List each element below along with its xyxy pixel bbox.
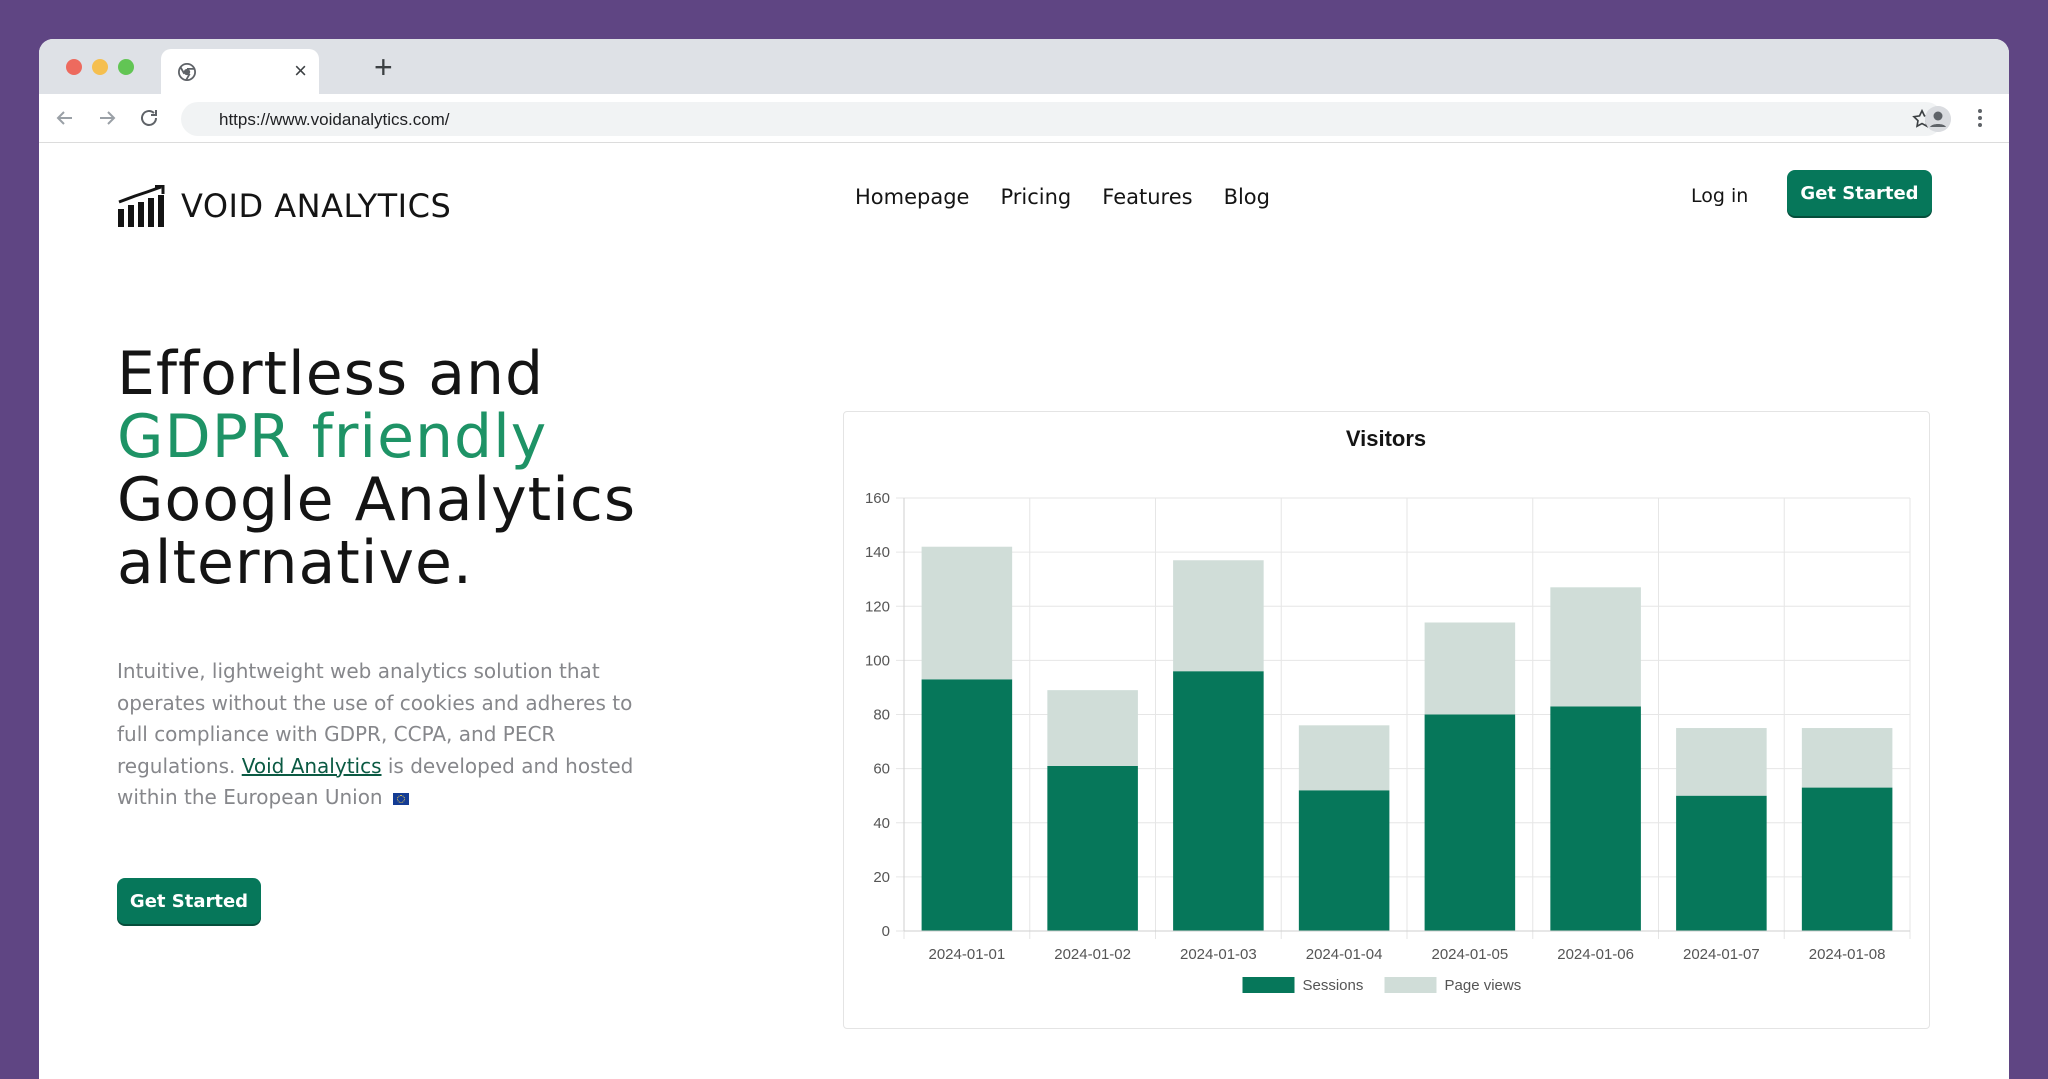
nav-pricing[interactable]: Pricing <box>1000 185 1072 209</box>
nav-homepage[interactable]: Homepage <box>855 185 970 209</box>
header-get-started-button[interactable]: Get Started <box>1787 170 1932 216</box>
legend-swatch-page-views[interactable] <box>1384 977 1437 993</box>
url-text[interactable]: https://www.voidanalytics.com/ <box>219 110 450 129</box>
y-tick-label: 20 <box>873 869 890 886</box>
y-tick-label: 60 <box>873 761 890 778</box>
x-tick-label: 2024-01-06 <box>1557 946 1634 963</box>
more-menu-icon[interactable] <box>1977 107 1983 129</box>
x-tick-label: 2024-01-02 <box>1054 946 1131 963</box>
void-analytics-link[interactable]: Void Analytics <box>241 753 382 778</box>
bar-page-views-2024-01-04[interactable] <box>1298 725 1390 791</box>
close-tab-icon[interactable]: × <box>294 58 307 83</box>
new-tab-button[interactable]: + <box>374 49 393 85</box>
bar-page-views-2024-01-02[interactable] <box>1047 690 1138 766</box>
bar-page-views-2024-01-08[interactable] <box>1801 728 1893 788</box>
back-icon[interactable] <box>53 106 77 130</box>
browser-window: × + https://www.voidanalytics.com/ <box>39 39 2009 1079</box>
bar-page-views-2024-01-03[interactable] <box>1173 560 1264 672</box>
description-text-2: is developed and hosted within the Europ… <box>117 753 634 810</box>
bar-sessions-2024-01-02[interactable] <box>1047 765 1138 931</box>
login-link[interactable]: Log in <box>1691 185 1749 207</box>
y-tick-label: 160 <box>865 490 890 507</box>
y-tick-label: 40 <box>873 815 890 832</box>
browser-toolbar: https://www.voidanalytics.com/ <box>39 94 2009 143</box>
brand-name: VOID ANALYTICS <box>181 187 452 225</box>
nav-features[interactable]: Features <box>1102 185 1193 209</box>
headline-line-1: Effortless and <box>117 339 545 409</box>
y-tick-label: 80 <box>873 707 890 724</box>
bar-sessions-2024-01-05[interactable] <box>1424 714 1516 932</box>
x-tick-label: 2024-01-03 <box>1180 946 1257 963</box>
x-tick-label: 2024-01-01 <box>929 946 1006 963</box>
bar-sessions-2024-01-07[interactable] <box>1676 795 1767 931</box>
x-tick-label: 2024-01-04 <box>1306 946 1383 963</box>
maximize-window-button[interactable] <box>118 59 134 75</box>
hero-description: Intuitive, lightweight web analytics sol… <box>117 656 637 814</box>
browser-tab[interactable]: × <box>161 49 319 94</box>
minimize-window-button[interactable] <box>92 59 108 75</box>
y-tick-label: 140 <box>865 544 890 561</box>
headline-line-2: GDPR friendly <box>117 402 548 472</box>
profile-avatar-icon[interactable] <box>1925 106 1951 132</box>
eu-flag-icon <box>392 792 409 805</box>
bar-page-views-2024-01-07[interactable] <box>1676 728 1767 796</box>
x-tick-label: 2024-01-08 <box>1809 946 1886 963</box>
visitors-chart: Visitors 0 20 40 60 80 100 120 140 160 2024-01-01… <box>865 426 1911 994</box>
legend-swatch-sessions[interactable] <box>1242 977 1295 993</box>
nav-blog[interactable]: Blog <box>1223 185 1270 209</box>
description-text-1: Intuitive, lightweight web analytics sol… <box>117 659 633 778</box>
visitors-chart-card: Visitors 0 20 40 60 80 100 120 140 160 2024-01-01… <box>843 411 1930 1029</box>
bar-sessions-2024-01-03[interactable] <box>1173 671 1264 931</box>
close-window-button[interactable] <box>66 59 82 75</box>
bar-sessions-2024-01-08[interactable] <box>1801 787 1893 931</box>
legend-label-sessions[interactable]: Sessions <box>1303 977 1364 994</box>
bar-sessions-2024-01-01[interactable] <box>921 679 1013 931</box>
y-tick-label: 120 <box>865 598 890 615</box>
web-page: VOID ANALYTICS Homepage Pricing Features… <box>39 143 2009 1079</box>
bar-page-views-2024-01-05[interactable] <box>1424 622 1516 715</box>
bar-page-views-2024-01-01[interactable] <box>921 546 1013 680</box>
bar-page-views-2024-01-06[interactable] <box>1550 587 1641 707</box>
headline-line-3: Google Analytics <box>117 465 637 535</box>
bar-sessions-2024-01-04[interactable] <box>1298 790 1390 931</box>
chrome-icon <box>178 63 196 81</box>
hero-get-started-button[interactable]: Get Started <box>117 878 261 924</box>
bar-chart-logo-icon <box>118 185 165 227</box>
brand-logo[interactable]: VOID ANALYTICS <box>117 185 451 227</box>
y-tick-label: 100 <box>865 652 890 669</box>
headline-line-4: alternative. <box>117 528 473 598</box>
x-tick-label: 2024-01-07 <box>1683 946 1760 963</box>
chart-title: Visitors <box>1346 426 1426 451</box>
reload-icon[interactable] <box>137 106 161 130</box>
main-nav: Homepage Pricing Features Blog <box>855 185 1270 209</box>
legend-label-page-views[interactable]: Page views <box>1445 977 1522 994</box>
y-tick-label: 0 <box>882 923 890 940</box>
tab-strip: × + <box>39 39 2009 94</box>
x-tick-label: 2024-01-05 <box>1432 946 1509 963</box>
hero-headline: Effortless and GDPR friendly Google Anal… <box>117 343 636 595</box>
address-bar[interactable]: https://www.voidanalytics.com/ <box>181 102 1943 136</box>
forward-icon[interactable] <box>95 106 119 130</box>
bar-sessions-2024-01-06[interactable] <box>1550 706 1641 931</box>
